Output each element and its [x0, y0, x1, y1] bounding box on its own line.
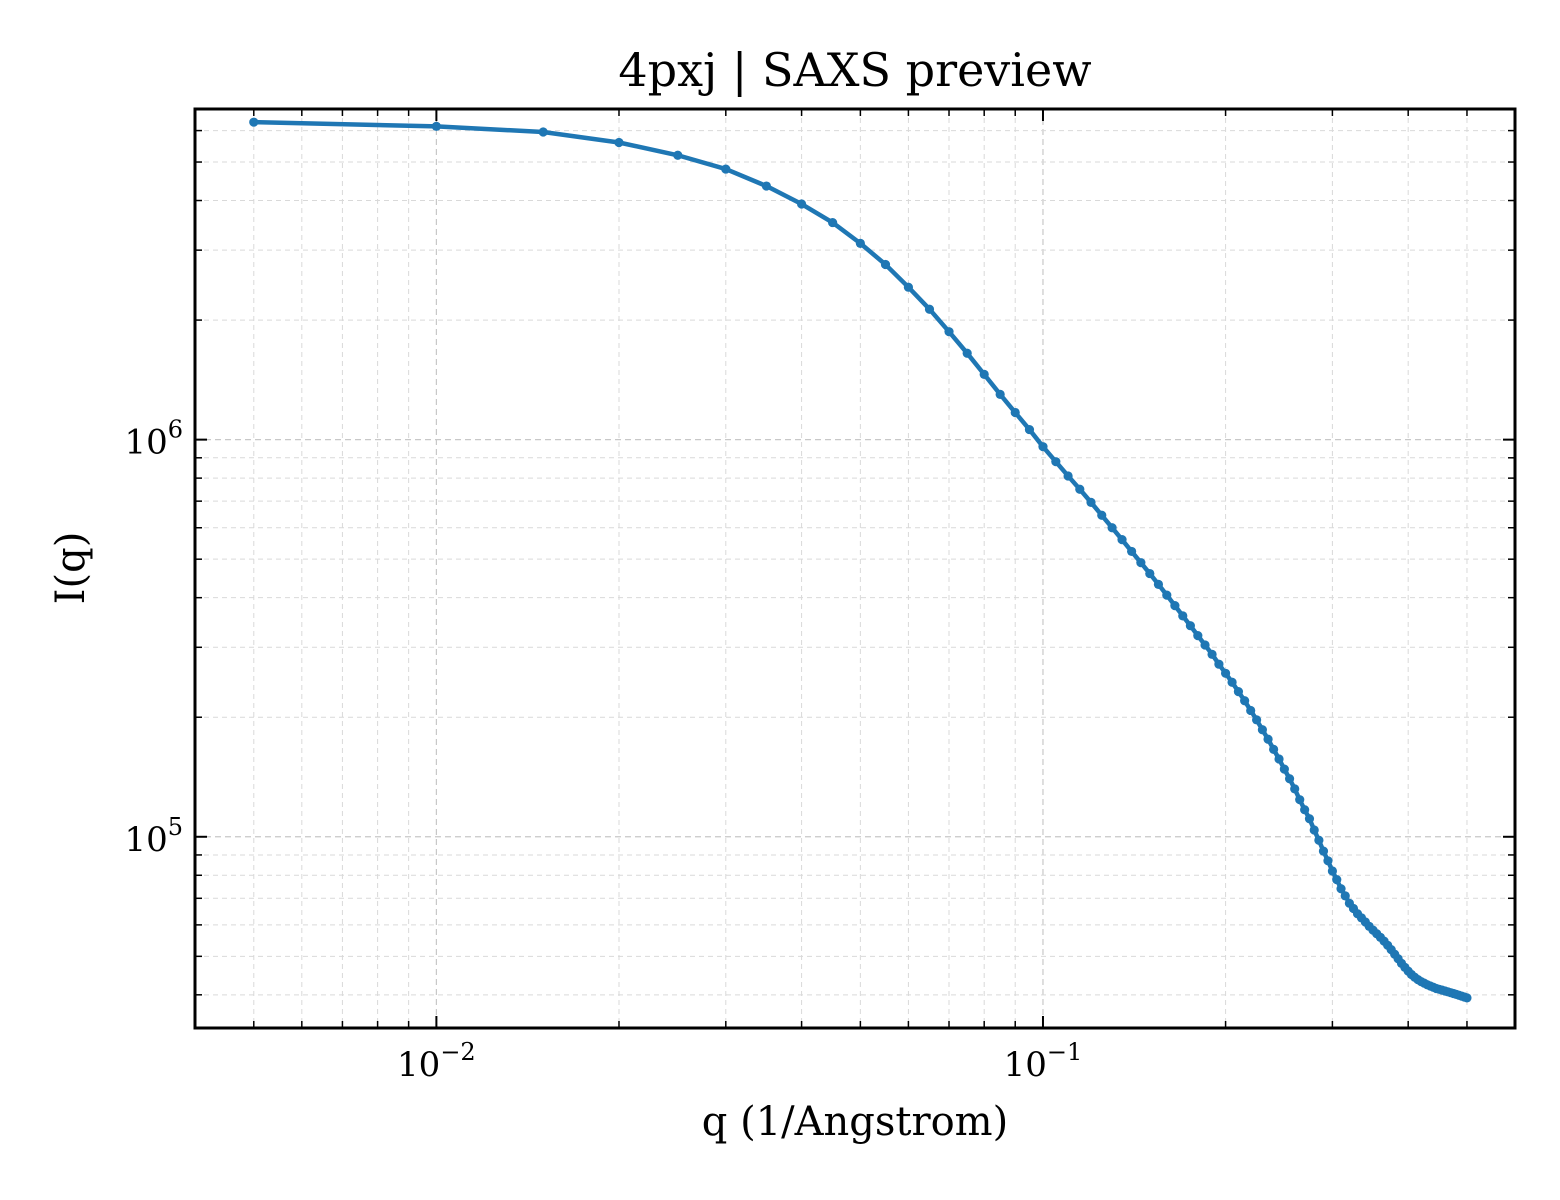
tick-labels: 10−2 10−1 105 106 [124, 416, 1082, 1085]
plot-frame [193, 107, 1517, 1030]
data-point [1263, 734, 1273, 744]
data-point [1240, 696, 1250, 706]
data-point [924, 304, 935, 314]
grid-lines [194, 109, 1515, 1028]
data-point [1309, 825, 1319, 835]
data-point [1162, 590, 1172, 600]
data-point [1336, 884, 1346, 894]
data-point [1097, 510, 1107, 520]
y-tick-label: 106 [124, 416, 183, 463]
data-point [1252, 715, 1262, 725]
data-point [1300, 805, 1310, 815]
chart-title: 4pxj | SAXS preview [618, 43, 1091, 97]
data-point [1207, 649, 1217, 659]
x-axis-label: q (1/Angstrom) [702, 1099, 1008, 1145]
axis-ticks [194, 109, 1515, 1028]
data-point [995, 389, 1005, 399]
data-point [1269, 744, 1279, 754]
data-point [1318, 846, 1329, 856]
data-point [1314, 835, 1324, 845]
data-point [962, 348, 972, 358]
data-point [1010, 407, 1020, 418]
data-point [1145, 568, 1155, 579]
data-point [828, 217, 838, 228]
x-tick-label: 10−1 [1004, 1038, 1083, 1085]
data-point [979, 369, 989, 379]
series-layer [249, 117, 1472, 1003]
data-point [1323, 856, 1333, 866]
data-point [538, 127, 548, 137]
data-point [1051, 457, 1061, 467]
data-point [1178, 611, 1188, 621]
data-point [1214, 659, 1224, 669]
data-point [1340, 891, 1350, 901]
data-point [1332, 875, 1342, 885]
x-tick-label: 10−2 [397, 1038, 476, 1085]
data-point [796, 199, 807, 209]
data-point [1136, 558, 1146, 568]
data-point [1257, 725, 1268, 735]
y-axis-label: I(q) [48, 532, 94, 605]
data-point [721, 164, 731, 174]
data-point [614, 137, 624, 148]
data-point [1063, 471, 1073, 481]
data-point [1274, 754, 1284, 764]
data-point [1200, 640, 1210, 650]
data-point [249, 117, 259, 127]
data-point [1279, 764, 1289, 774]
data-point [1086, 497, 1096, 507]
data-point [855, 238, 865, 248]
data-point [1233, 687, 1244, 697]
data-point [673, 150, 683, 160]
data-point [1304, 814, 1315, 824]
data-point [431, 121, 441, 131]
data-point [1038, 442, 1048, 452]
data-point [1220, 668, 1231, 678]
data-point [1462, 993, 1472, 1003]
data-point [1075, 484, 1085, 494]
data-point [1153, 579, 1164, 589]
data-point [903, 282, 914, 292]
data-point [1284, 774, 1295, 784]
data-point [761, 181, 772, 191]
y-tick-label: 105 [124, 813, 183, 860]
data-point [1185, 621, 1196, 631]
data-point [1227, 677, 1237, 687]
data-point [1290, 784, 1300, 794]
data-point [880, 259, 891, 270]
data-point [1024, 424, 1035, 435]
data-point [1127, 546, 1137, 557]
data-point [944, 327, 954, 337]
data-point [1170, 601, 1180, 611]
data-point [1246, 705, 1256, 716]
data-point [1327, 866, 1337, 876]
data-point [1117, 535, 1127, 545]
data-point [1193, 631, 1203, 641]
data-point [1295, 795, 1305, 805]
data-point [1107, 523, 1117, 533]
